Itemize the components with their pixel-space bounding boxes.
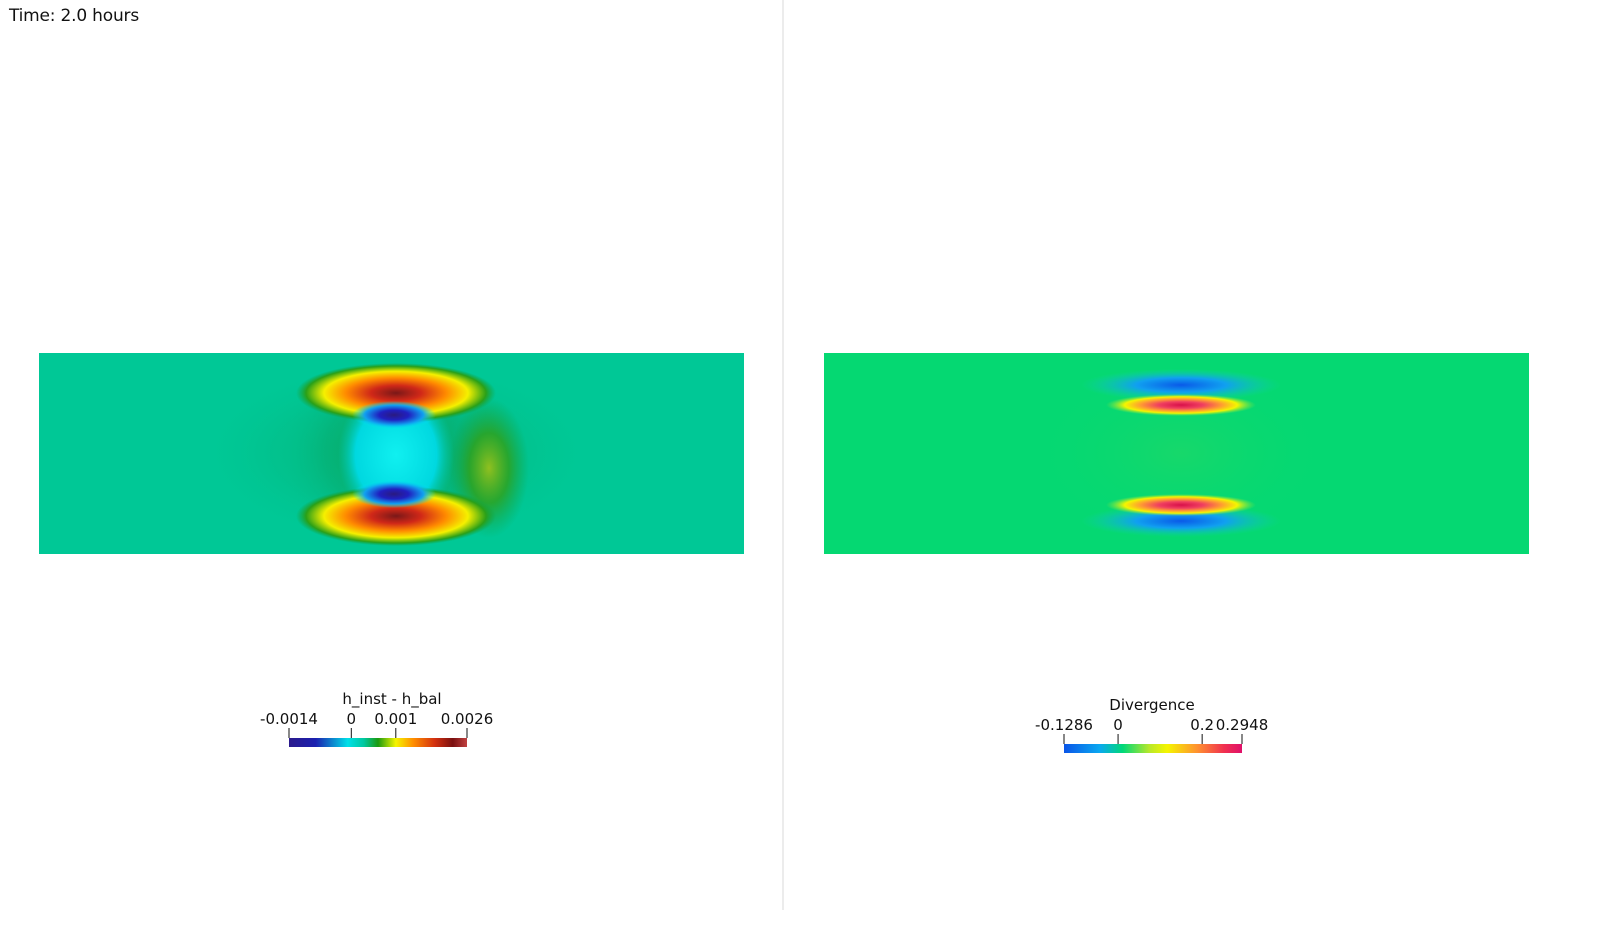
colorbar-tick-label: -0.1286	[1035, 716, 1093, 734]
h-difference-field	[39, 353, 744, 554]
right-render-view[interactable]: Divergence -0.1286 0 0.2 0.2948	[784, 0, 1603, 910]
colorbar-gradient	[289, 738, 467, 747]
colorbar-title: Divergence	[1109, 696, 1195, 714]
colorbar-tick-label: 0.001	[374, 710, 418, 728]
colorbar-tick-label: 0	[1113, 716, 1123, 734]
divergence-field	[824, 353, 1529, 554]
colorbar-title: h_inst - h_bal	[342, 690, 442, 708]
divergence-colorbar: Divergence -0.1286 0 0.2 0.2948	[1035, 696, 1297, 766]
time-label: Time: 2.0 hours	[9, 6, 139, 26]
colorbar-ticks	[288, 728, 468, 738]
colorbar-tick-label: 0.0026	[440, 710, 494, 728]
colorbar-tick-label: 0.2948	[1215, 716, 1269, 734]
colorbar-tick-label: 0.2	[1190, 716, 1215, 734]
colorbar-tick-label: 0	[346, 710, 357, 728]
colorbar-graphic	[1063, 734, 1243, 753]
viewport-divider[interactable]	[782, 0, 784, 910]
colorbar-tick-label: -0.0014	[260, 710, 318, 728]
colorbar-ticks	[1063, 734, 1243, 744]
h-colorbar: h_inst - h_bal -0.0014 0 0.001 0.	[260, 690, 522, 760]
colorbar-graphic	[288, 728, 468, 747]
left-render-view[interactable]: h_inst - h_bal -0.0014 0 0.001 0.	[0, 0, 782, 910]
colorbar-gradient	[1064, 744, 1242, 753]
